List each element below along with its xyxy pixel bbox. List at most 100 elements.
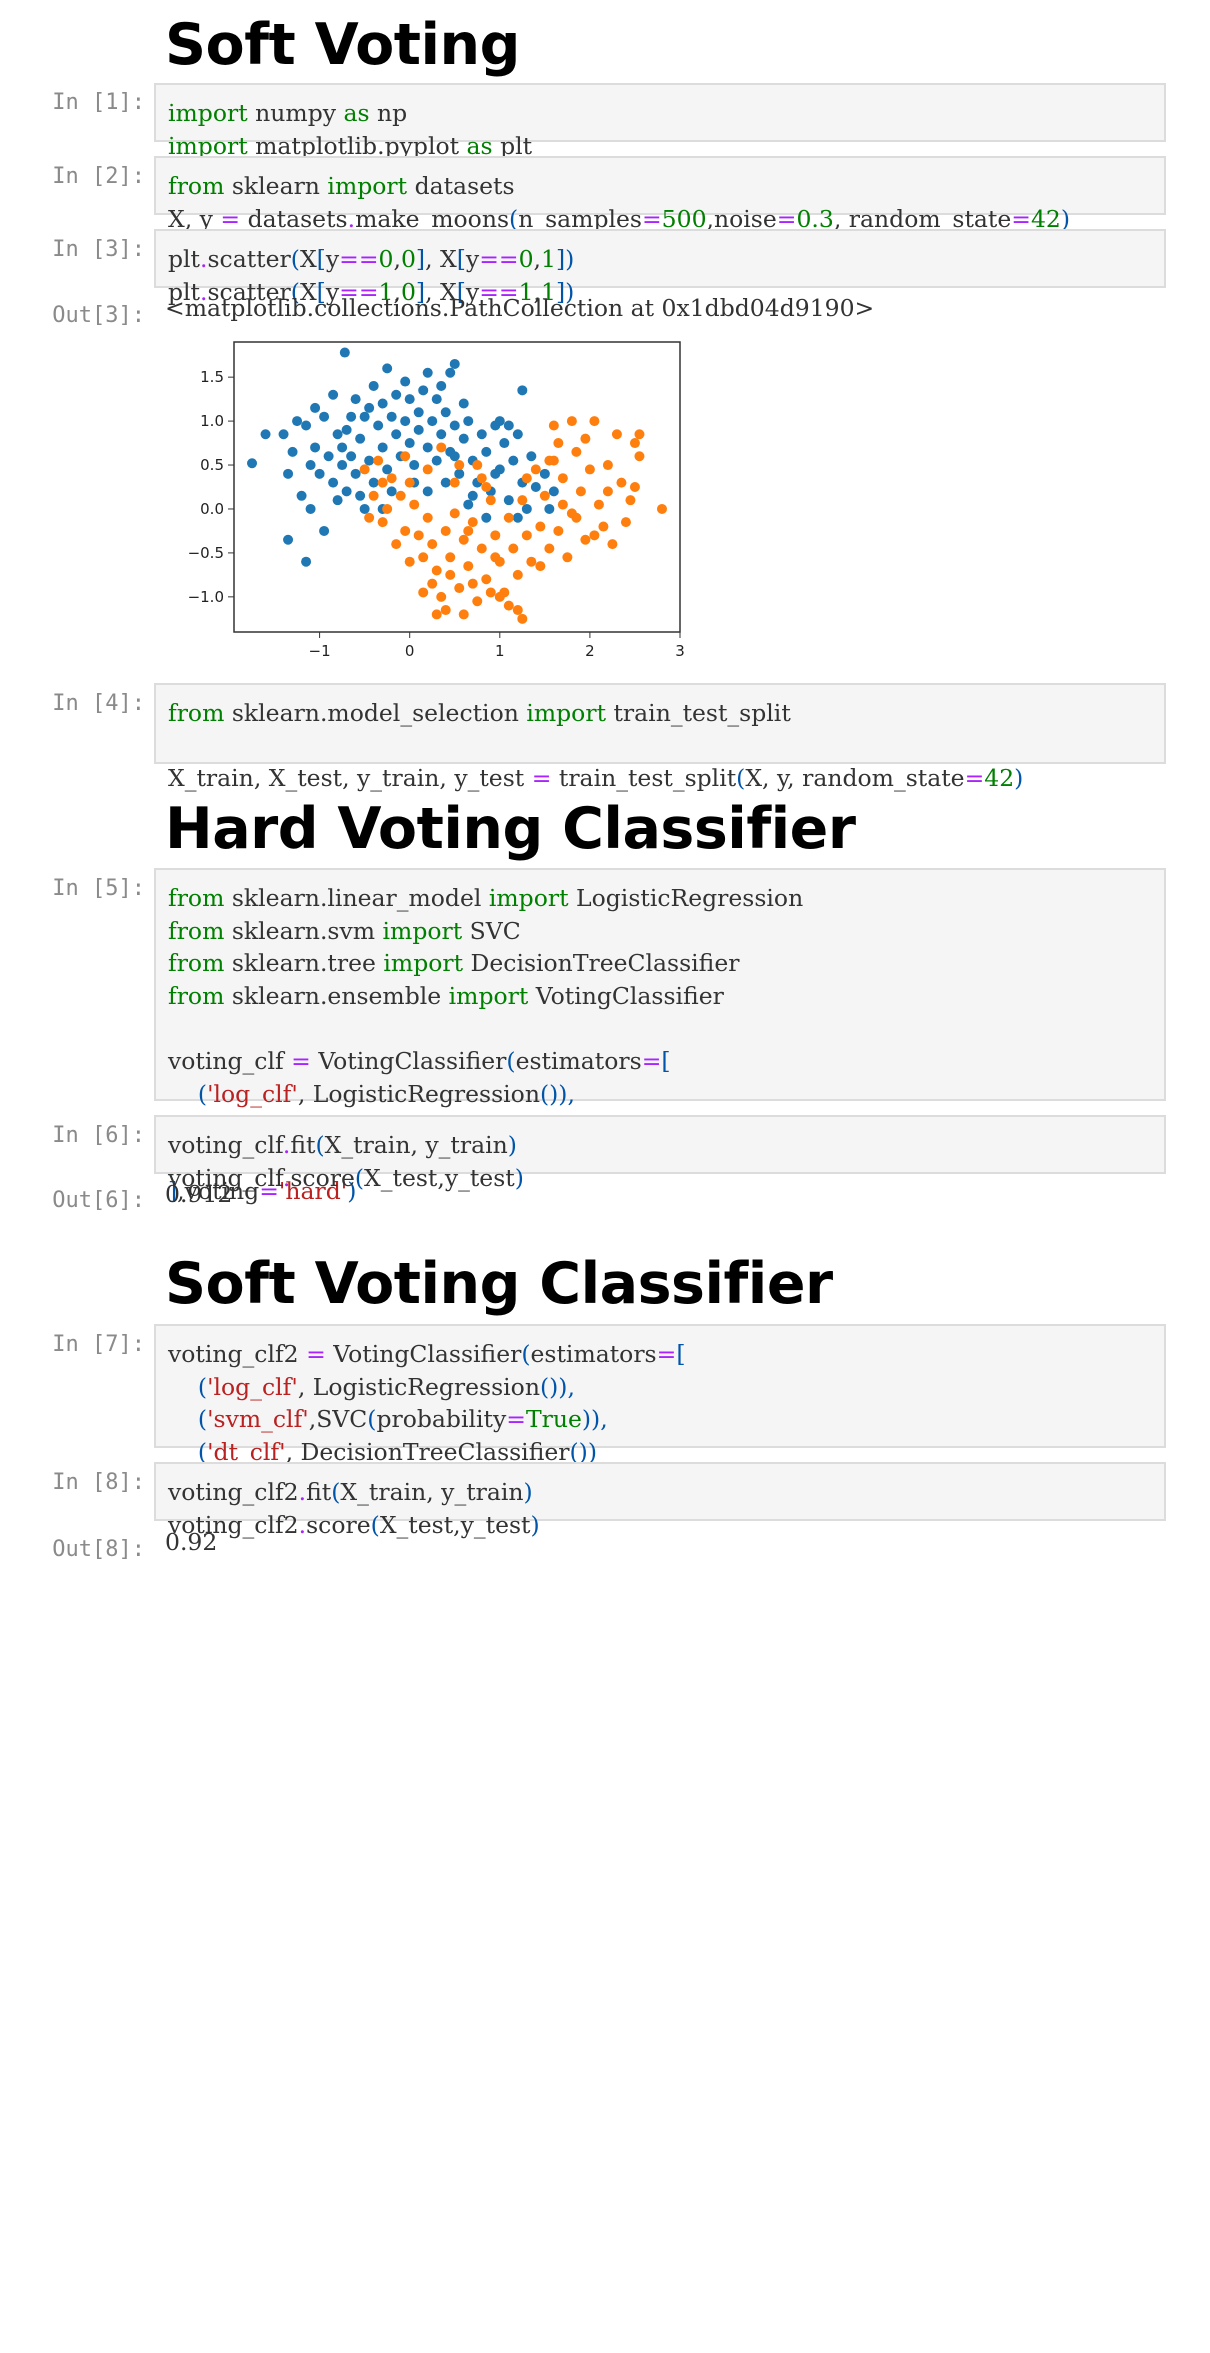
scatter-point-series-0 [283,468,294,479]
scatter-point-series-0 [499,438,510,449]
scatter-point-series-0 [310,442,321,453]
prompt-out-6: Out[6]: [52,1188,145,1213]
scatter-point-series-1 [490,530,501,541]
y-tick-label: 1.0 [200,412,224,430]
scatter-point-series-0 [391,389,402,400]
code-cell-3[interactable]: plt.scatter(X[y==0,0], X[y==0,1]) plt.sc… [154,229,1166,306]
scatter-point-series-1 [400,451,411,462]
scatter-point-series-0 [463,499,474,510]
scatter-point-series-1 [553,438,564,449]
scatter-point-series-0 [386,411,397,422]
scatter-point-series-0 [449,358,460,369]
scatter-point-series-1 [535,521,546,532]
scatter-point-series-1 [562,552,573,563]
scatter-point-series-0 [314,468,325,479]
scatter-point-series-0 [427,416,438,427]
y-tick-label: 0.5 [200,456,224,474]
scatter-point-series-0 [404,394,415,405]
scatter-point-series-0 [355,490,366,501]
scatter-point-series-1 [368,490,379,501]
scatter-point-series-1 [418,552,429,563]
scatter-point-series-1 [481,574,492,585]
code-cell-4[interactable]: from sklearn.model_selection import trai… [154,683,1166,792]
scatter-point-series-1 [418,587,429,598]
scatter-point-series-1 [503,600,514,611]
prompt-in-6: In [6]: [52,1123,145,1148]
scatter-point-series-0 [548,486,559,497]
scatter-point-series-0 [382,464,393,475]
scatter-point-series-1 [629,438,640,449]
prompt-in-8: In [8]: [52,1470,145,1495]
scatter-point-series-1 [485,495,496,506]
output-6-text: 0.912 [165,1180,233,1208]
prompt-in-1: In [1]: [52,90,145,115]
heading-soft-voting: Soft Voting [165,12,520,78]
scatter-point-series-1 [539,490,550,501]
code-cell-5[interactable]: from sklearn.linear_model import Logisti… [154,868,1166,1205]
scatter-point-series-1 [364,512,375,523]
scatter-point-series-0 [341,424,352,435]
code-cell-8-source[interactable]: voting_clf2.fit(X_train, y_train) voting… [168,1478,540,1539]
code-cell-3-source[interactable]: plt.scatter(X[y==0,0], X[y==0,1]) plt.sc… [168,245,575,306]
scatter-point-series-0 [481,446,492,457]
scatter-point-series-1 [517,495,528,506]
scatter-point-series-0 [404,438,415,449]
scatter-point-series-0 [328,389,339,400]
scatter-point-series-0 [355,433,366,444]
prompt-in-7: In [7]: [52,1332,145,1357]
code-cell-1-source[interactable]: import numpy as np import matplotlib.pyp… [168,99,533,160]
code-cell-7-source[interactable]: voting_clf2 = VotingClassifier(estimator… [168,1340,686,1498]
code-cell-4-source[interactable]: from sklearn.model_selection import trai… [168,699,1024,793]
code-cell-1[interactable]: import numpy as np import matplotlib.pyp… [154,83,1166,160]
scatter-point-series-1 [404,477,415,488]
scatter-point-series-1 [391,539,402,550]
scatter-point-series-1 [454,460,465,471]
scatter-point-series-0 [422,367,433,378]
scatter-point-series-1 [377,477,388,488]
scatter-point-series-1 [431,609,442,620]
scatter-point-series-0 [296,490,307,501]
scatter-point-series-1 [386,473,397,484]
scatter-point-series-1 [440,525,451,536]
scatter-point-series-0 [440,477,451,488]
scatter-point-series-1 [598,521,609,532]
scatter-point-series-1 [485,587,496,598]
plot-frame [233,341,681,633]
scatter-point-series-0 [305,503,316,514]
scatter-point-series-1 [427,539,438,550]
scatter-point-series-0 [278,429,289,440]
scatter-point-series-1 [634,429,645,440]
scatter-point-series-0 [319,525,330,536]
prompt-out-8: Out[8]: [52,1537,145,1562]
scatter-point-series-0 [517,385,528,396]
scatter-point-series-0 [422,486,433,497]
scatter-point-series-1 [602,460,613,471]
scatter-point-series-1 [602,486,613,497]
scatter-point-series-0 [436,380,447,391]
code-cell-6[interactable]: voting_clf.fit(X_train, y_train) voting_… [154,1115,1166,1192]
code-cell-2-source[interactable]: from sklearn import datasets X, y = data… [168,172,1071,233]
scatter-point-series-1 [616,477,627,488]
scatter-point-series-1 [449,477,460,488]
scatter-point-series-1 [436,442,447,453]
prompt-in-4: In [4]: [52,691,145,716]
scatter-point-series-0 [292,416,303,427]
scatter-point-series-0 [332,495,343,506]
code-cell-6-source[interactable]: voting_clf.fit(X_train, y_train) voting_… [168,1131,524,1192]
scatter-point-series-0 [436,429,447,440]
scatter-point-series-1 [454,583,465,594]
scatter-point-series-0 [494,416,505,427]
scatter-point-series-0 [382,363,393,374]
scatter-point-series-0 [310,402,321,413]
scatter-point-series-0 [544,503,555,514]
scatter-point-series-1 [512,569,523,580]
scatter-point-series-1 [634,451,645,462]
scatter-point-series-1 [436,591,447,602]
scatter-point-series-0 [328,477,339,488]
code-cell-8[interactable]: voting_clf2.fit(X_train, y_train) voting… [154,1462,1166,1539]
code-cell-7[interactable]: voting_clf2 = VotingClassifier(estimator… [154,1324,1166,1498]
scatter-point-series-1 [548,420,559,431]
scatter-point-series-1 [422,464,433,475]
code-cell-2[interactable]: from sklearn import datasets X, y = data… [154,156,1166,233]
scatter-point-series-1 [571,446,582,457]
